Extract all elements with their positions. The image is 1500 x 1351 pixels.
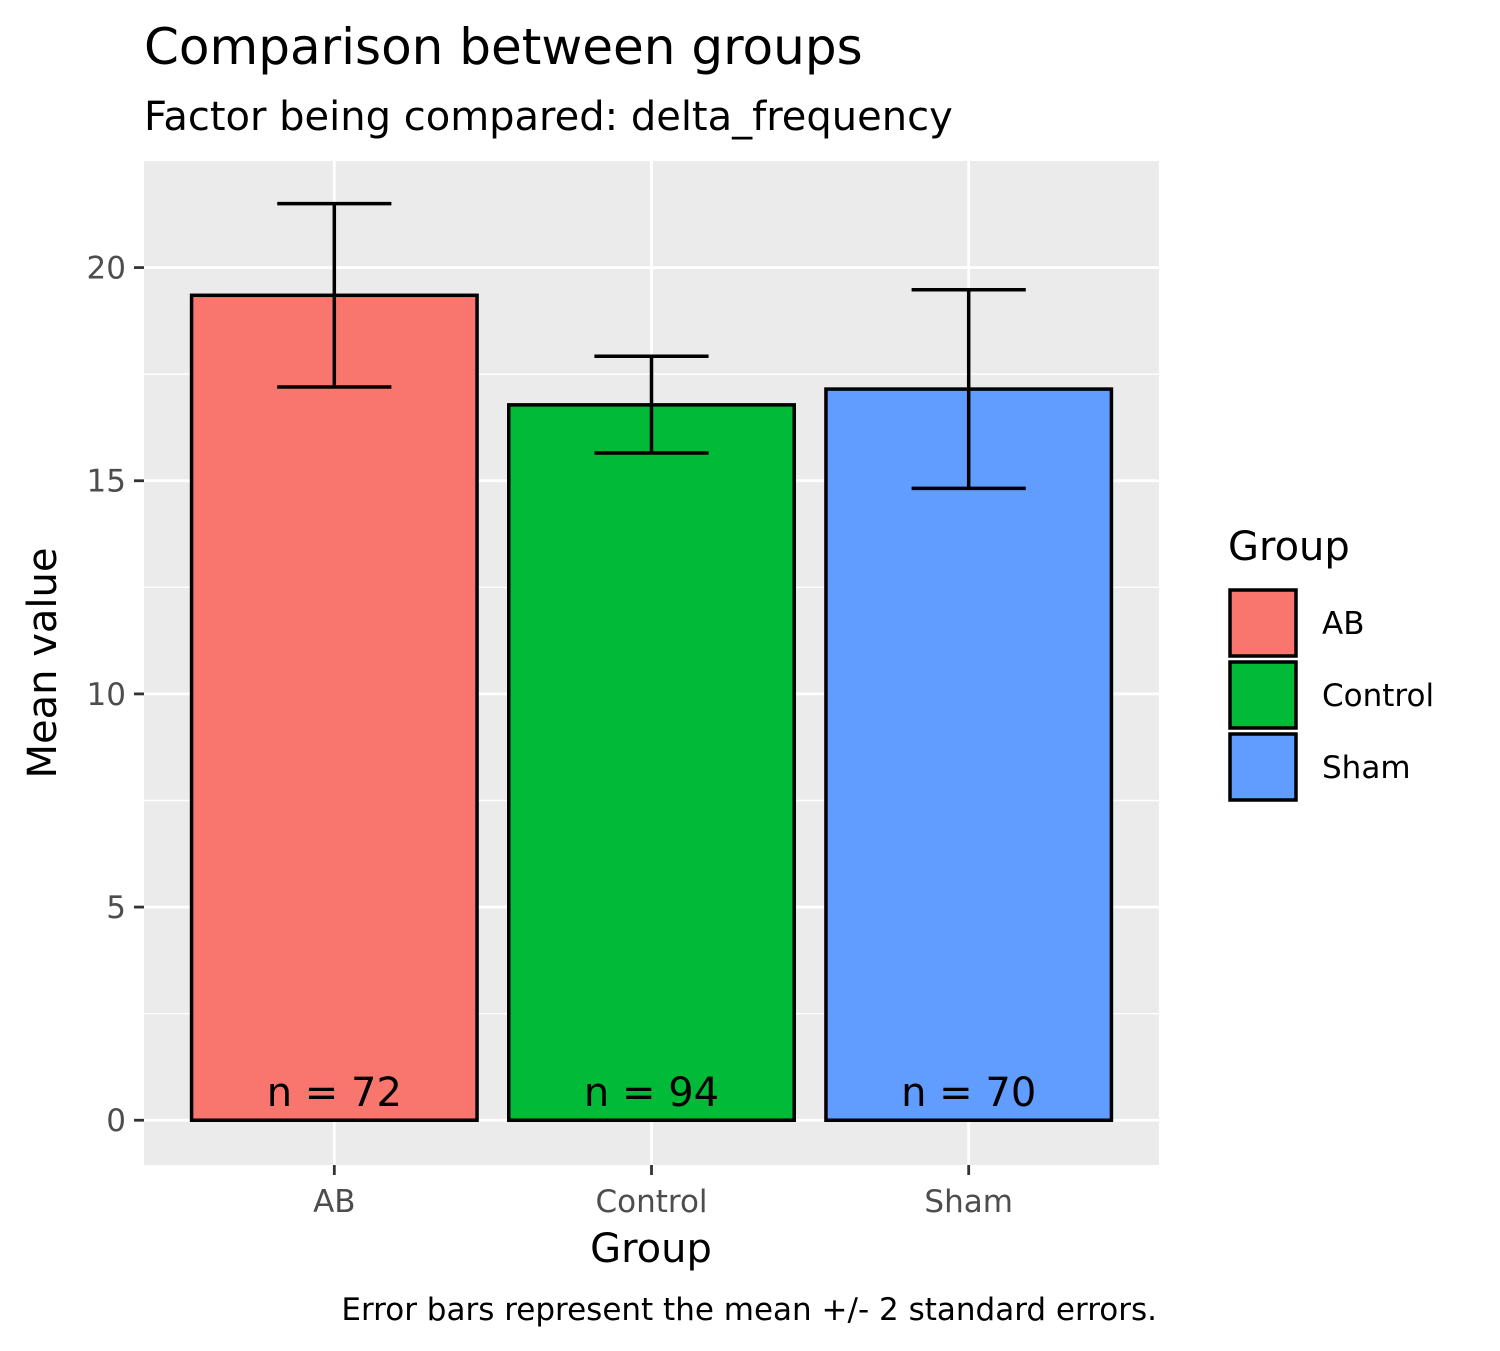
- chart-title: Comparison between groups: [144, 18, 863, 76]
- y-tick-label: 15: [87, 464, 126, 500]
- y-axis-title: Mean value: [20, 548, 66, 779]
- legend-label: AB: [1322, 606, 1364, 642]
- x-axis: AB Control Sham: [313, 1165, 1013, 1220]
- bars: [189, 293, 1114, 1122]
- chart-caption: Error bars represent the mean +/- 2 stan…: [341, 1292, 1157, 1328]
- y-axis: 0 5 10 15 20: [87, 251, 144, 1139]
- y-tick-label: 20: [87, 251, 126, 287]
- legend-label: Control: [1322, 678, 1434, 714]
- count-label: n = 70: [901, 1070, 1036, 1116]
- y-tick-label: 5: [106, 890, 126, 926]
- count-label: n = 72: [267, 1070, 402, 1116]
- x-axis-title: Group: [590, 1226, 712, 1272]
- x-tick-label: Sham: [924, 1184, 1013, 1220]
- legend: Group AB Control Sham: [1228, 524, 1434, 802]
- error-bars: [277, 201, 1026, 491]
- legend-label: Sham: [1322, 750, 1411, 786]
- bar-control: [507, 403, 796, 1122]
- chart-subtitle: Factor being compared: delta_frequency: [144, 94, 953, 140]
- y-tick-label: 10: [87, 677, 126, 713]
- x-tick-label: AB: [313, 1184, 355, 1220]
- x-tick-label: Control: [595, 1184, 707, 1220]
- bar-sham: [824, 387, 1114, 1122]
- y-tick-label: 0: [106, 1103, 126, 1139]
- bar-ab: [189, 293, 479, 1122]
- legend-title: Group: [1228, 524, 1350, 570]
- count-label: n = 94: [584, 1070, 719, 1116]
- legend-swatch-control: [1228, 660, 1298, 730]
- legend-swatch-ab: [1228, 588, 1298, 658]
- legend-swatch-sham: [1228, 732, 1298, 802]
- count-labels: n = 72 n = 94 n = 70: [267, 1070, 1037, 1116]
